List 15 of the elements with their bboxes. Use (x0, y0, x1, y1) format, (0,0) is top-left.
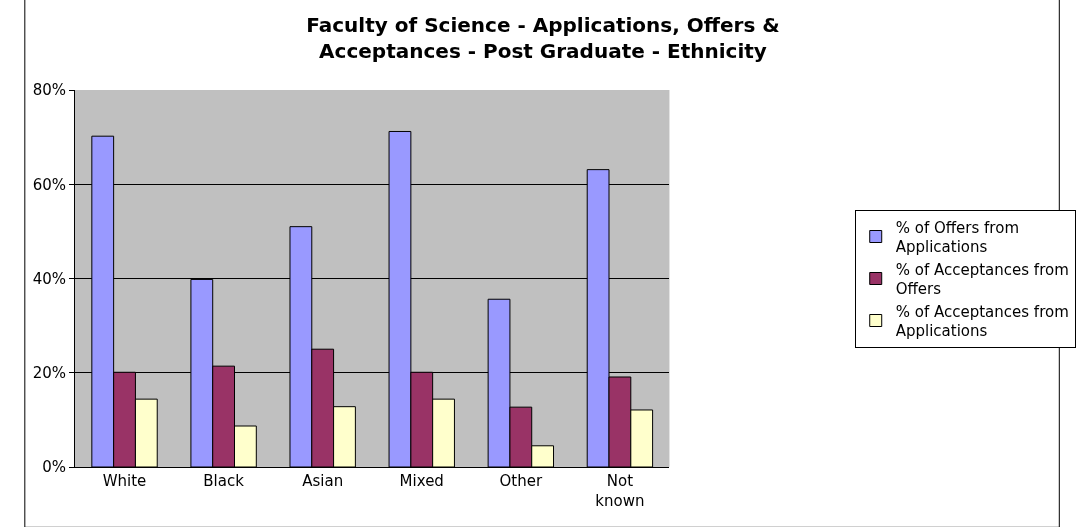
y-tick-label: 40% (32, 269, 66, 288)
x-tick-label: Black (203, 472, 245, 490)
legend-label: % of Acceptances from Applications (895, 302, 1069, 341)
x-tick-label: Asian (302, 472, 344, 490)
x-tick-label: Other (499, 472, 543, 490)
x-tick-label: White (102, 472, 147, 490)
y-tick-label: 0% (42, 458, 66, 477)
y-tick-label: 60% (32, 175, 66, 194)
y-tick-label: 80% (32, 81, 66, 100)
x-tick-label: Mixed (399, 472, 444, 490)
legend-label: % of Offers from Applications (895, 218, 1019, 257)
x-tick-label: Not known (595, 472, 645, 510)
legend-label: % of Acceptances from Offers (895, 260, 1069, 299)
chart-title: Faculty of Science - Applications, Offers & Acceptances - Post Graduate - Ethnicity (306, 12, 780, 63)
y-tick-label: 20% (32, 364, 66, 382)
